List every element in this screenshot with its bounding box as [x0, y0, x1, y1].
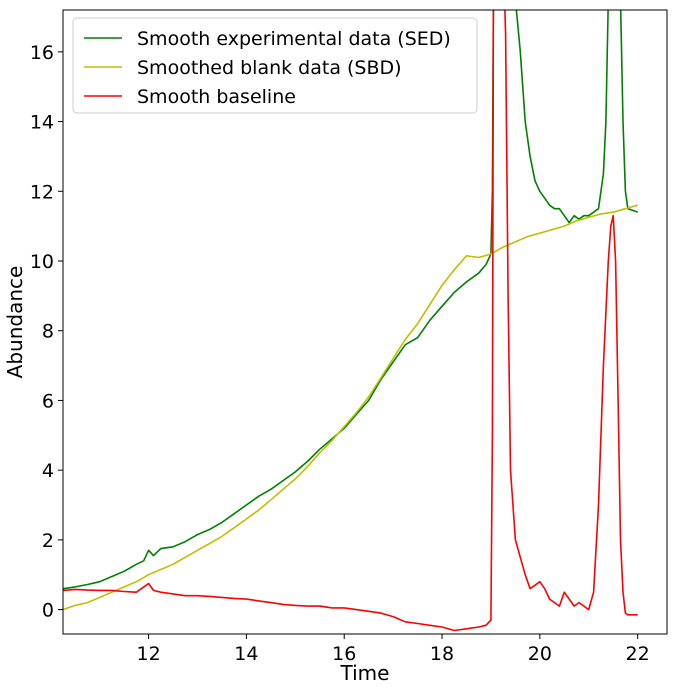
x-tick-label: 18 — [430, 643, 454, 665]
y-tick-label: 6 — [42, 390, 54, 412]
x-tick-label: 12 — [136, 643, 160, 665]
plot-area — [63, 10, 667, 634]
x-tick-label: 20 — [528, 643, 552, 665]
legend-label-sbd: Smoothed blank data (SBD) — [137, 57, 402, 79]
y-tick-label: 14 — [30, 112, 54, 134]
x-axis: 12 14 16 18 20 22 — [136, 634, 650, 665]
x-tick-label: 16 — [332, 643, 356, 665]
series-layer — [63, 10, 638, 632]
series-line-smooth-baseline — [63, 10, 638, 632]
y-tick-label: 2 — [42, 530, 54, 552]
legend-frame — [72, 17, 478, 114]
y-tick-label: 4 — [42, 460, 54, 482]
legend: Smooth experimental data (SED) Smoothed … — [72, 17, 478, 114]
x-axis-label: Time — [340, 661, 390, 685]
y-axis-label: Abundance — [3, 266, 27, 379]
legend-label-baseline: Smooth baseline — [137, 86, 296, 108]
plot-frame — [62, 9, 668, 635]
y-tick-label: 16 — [30, 42, 54, 64]
legend-label-sed: Smooth experimental data (SED) — [137, 28, 451, 50]
x-tick-label: 14 — [234, 643, 258, 665]
y-tick-label: 12 — [30, 181, 54, 203]
series-line-smoothed-blank-data-sbd — [63, 204, 638, 611]
x-tick-label: 22 — [626, 643, 650, 665]
y-tick-label: 10 — [30, 251, 54, 273]
y-tick-label: 0 — [42, 600, 54, 622]
y-axis: 0 2 4 6 8 10 12 14 16 — [30, 42, 63, 622]
y-tick-label: 8 — [42, 321, 54, 343]
